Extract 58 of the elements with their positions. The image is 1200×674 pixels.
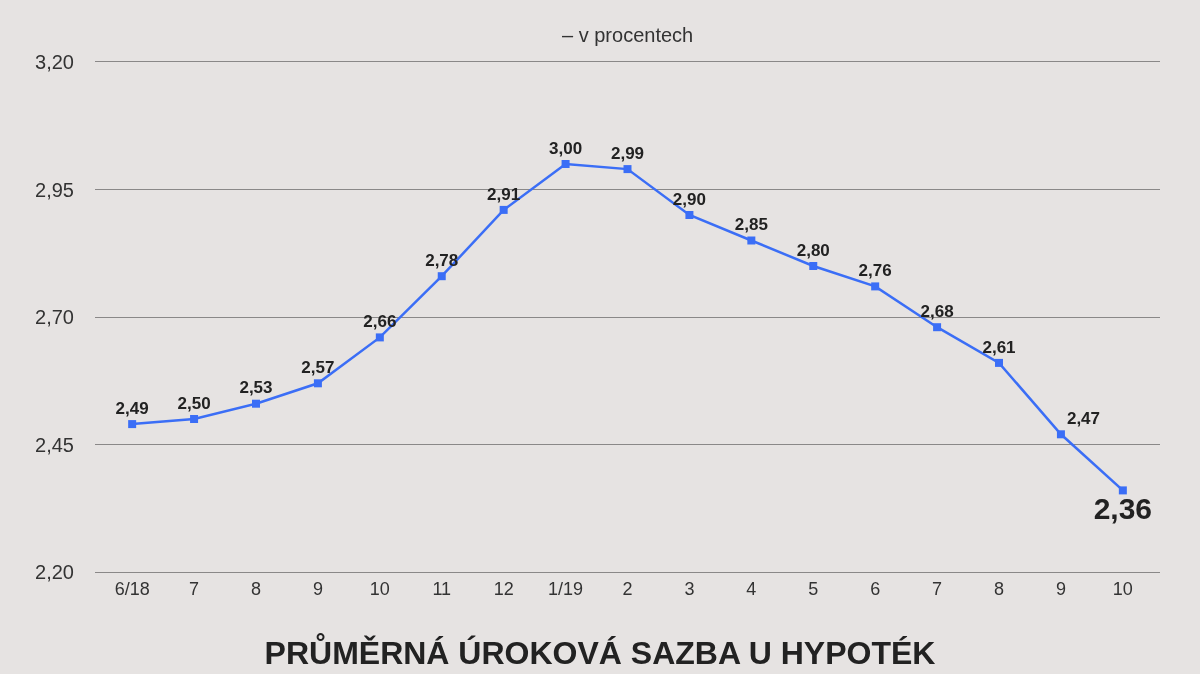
point xyxy=(561,160,570,168)
data-label: 2,76 xyxy=(858,261,892,281)
data-label: 2,90 xyxy=(672,189,706,209)
y-tick-label: 2,20 xyxy=(35,561,74,583)
point xyxy=(1056,430,1065,439)
y-tick-label: 2,45 xyxy=(35,433,74,456)
point xyxy=(685,211,694,219)
x-tick-label: 8 xyxy=(250,578,261,599)
x-tick-label: 1/19 xyxy=(548,578,584,599)
x-tick-label: 10 xyxy=(369,578,390,599)
text: PRŮMĚRNÁ ÚROKOVÁ SAZBA U HYPOTÉK xyxy=(264,632,936,671)
data-label: 3,00 xyxy=(549,138,583,158)
x-tick-label: 11 xyxy=(432,578,452,599)
data-label: 2,36 xyxy=(1093,491,1153,525)
y-tick-label: 3,20 xyxy=(35,51,74,73)
point xyxy=(1118,486,1127,495)
x-tick-label: 4 xyxy=(746,578,757,599)
point xyxy=(499,205,508,214)
data-label: 2,91 xyxy=(487,184,521,204)
point xyxy=(933,323,942,332)
data-label: 2,57 xyxy=(301,358,335,378)
data-label: 2,68 xyxy=(920,301,954,321)
point xyxy=(623,165,632,174)
x-tick-label: 7 xyxy=(189,578,200,599)
y-tick-label: 2,70 xyxy=(35,306,74,328)
x-tick-label: 9 xyxy=(312,578,323,599)
x-tick-label: 5 xyxy=(808,578,819,599)
point xyxy=(128,420,137,429)
data-label: 2,78 xyxy=(425,250,459,270)
point xyxy=(251,399,260,408)
x-tick-label: 3 xyxy=(684,578,695,599)
x-tick-label: 2 xyxy=(622,578,633,599)
data-label: 2,85 xyxy=(734,215,768,235)
chart-subtitle: – v procentech xyxy=(562,24,694,46)
x-tick-label: 6/18 xyxy=(114,578,150,599)
data-label: 2,49 xyxy=(115,398,149,418)
data-label: 2,99 xyxy=(610,143,645,163)
x-tick-label: 6 xyxy=(870,578,881,599)
point xyxy=(313,379,322,388)
x-tick-label: 8 xyxy=(994,578,1005,599)
x-tick-label: 7 xyxy=(932,578,943,599)
x-tick-label: 9 xyxy=(1055,578,1066,599)
data-label: 2,61 xyxy=(982,337,1016,357)
point xyxy=(747,236,756,245)
y-tick-label: 2,95 xyxy=(35,178,74,201)
data-label: 2,50 xyxy=(177,393,211,413)
point xyxy=(995,358,1004,367)
data-label: 2,80 xyxy=(796,240,830,260)
point xyxy=(190,415,199,423)
point xyxy=(375,333,384,342)
data-label: 2,47 xyxy=(1066,409,1101,429)
x-tick-label: 10 xyxy=(1112,578,1133,599)
data-label: 2,53 xyxy=(239,378,273,398)
point xyxy=(809,262,818,270)
x-tick-label: 12 xyxy=(493,578,514,599)
data-label: 2,66 xyxy=(363,312,397,332)
point xyxy=(437,272,446,281)
point xyxy=(871,282,880,291)
